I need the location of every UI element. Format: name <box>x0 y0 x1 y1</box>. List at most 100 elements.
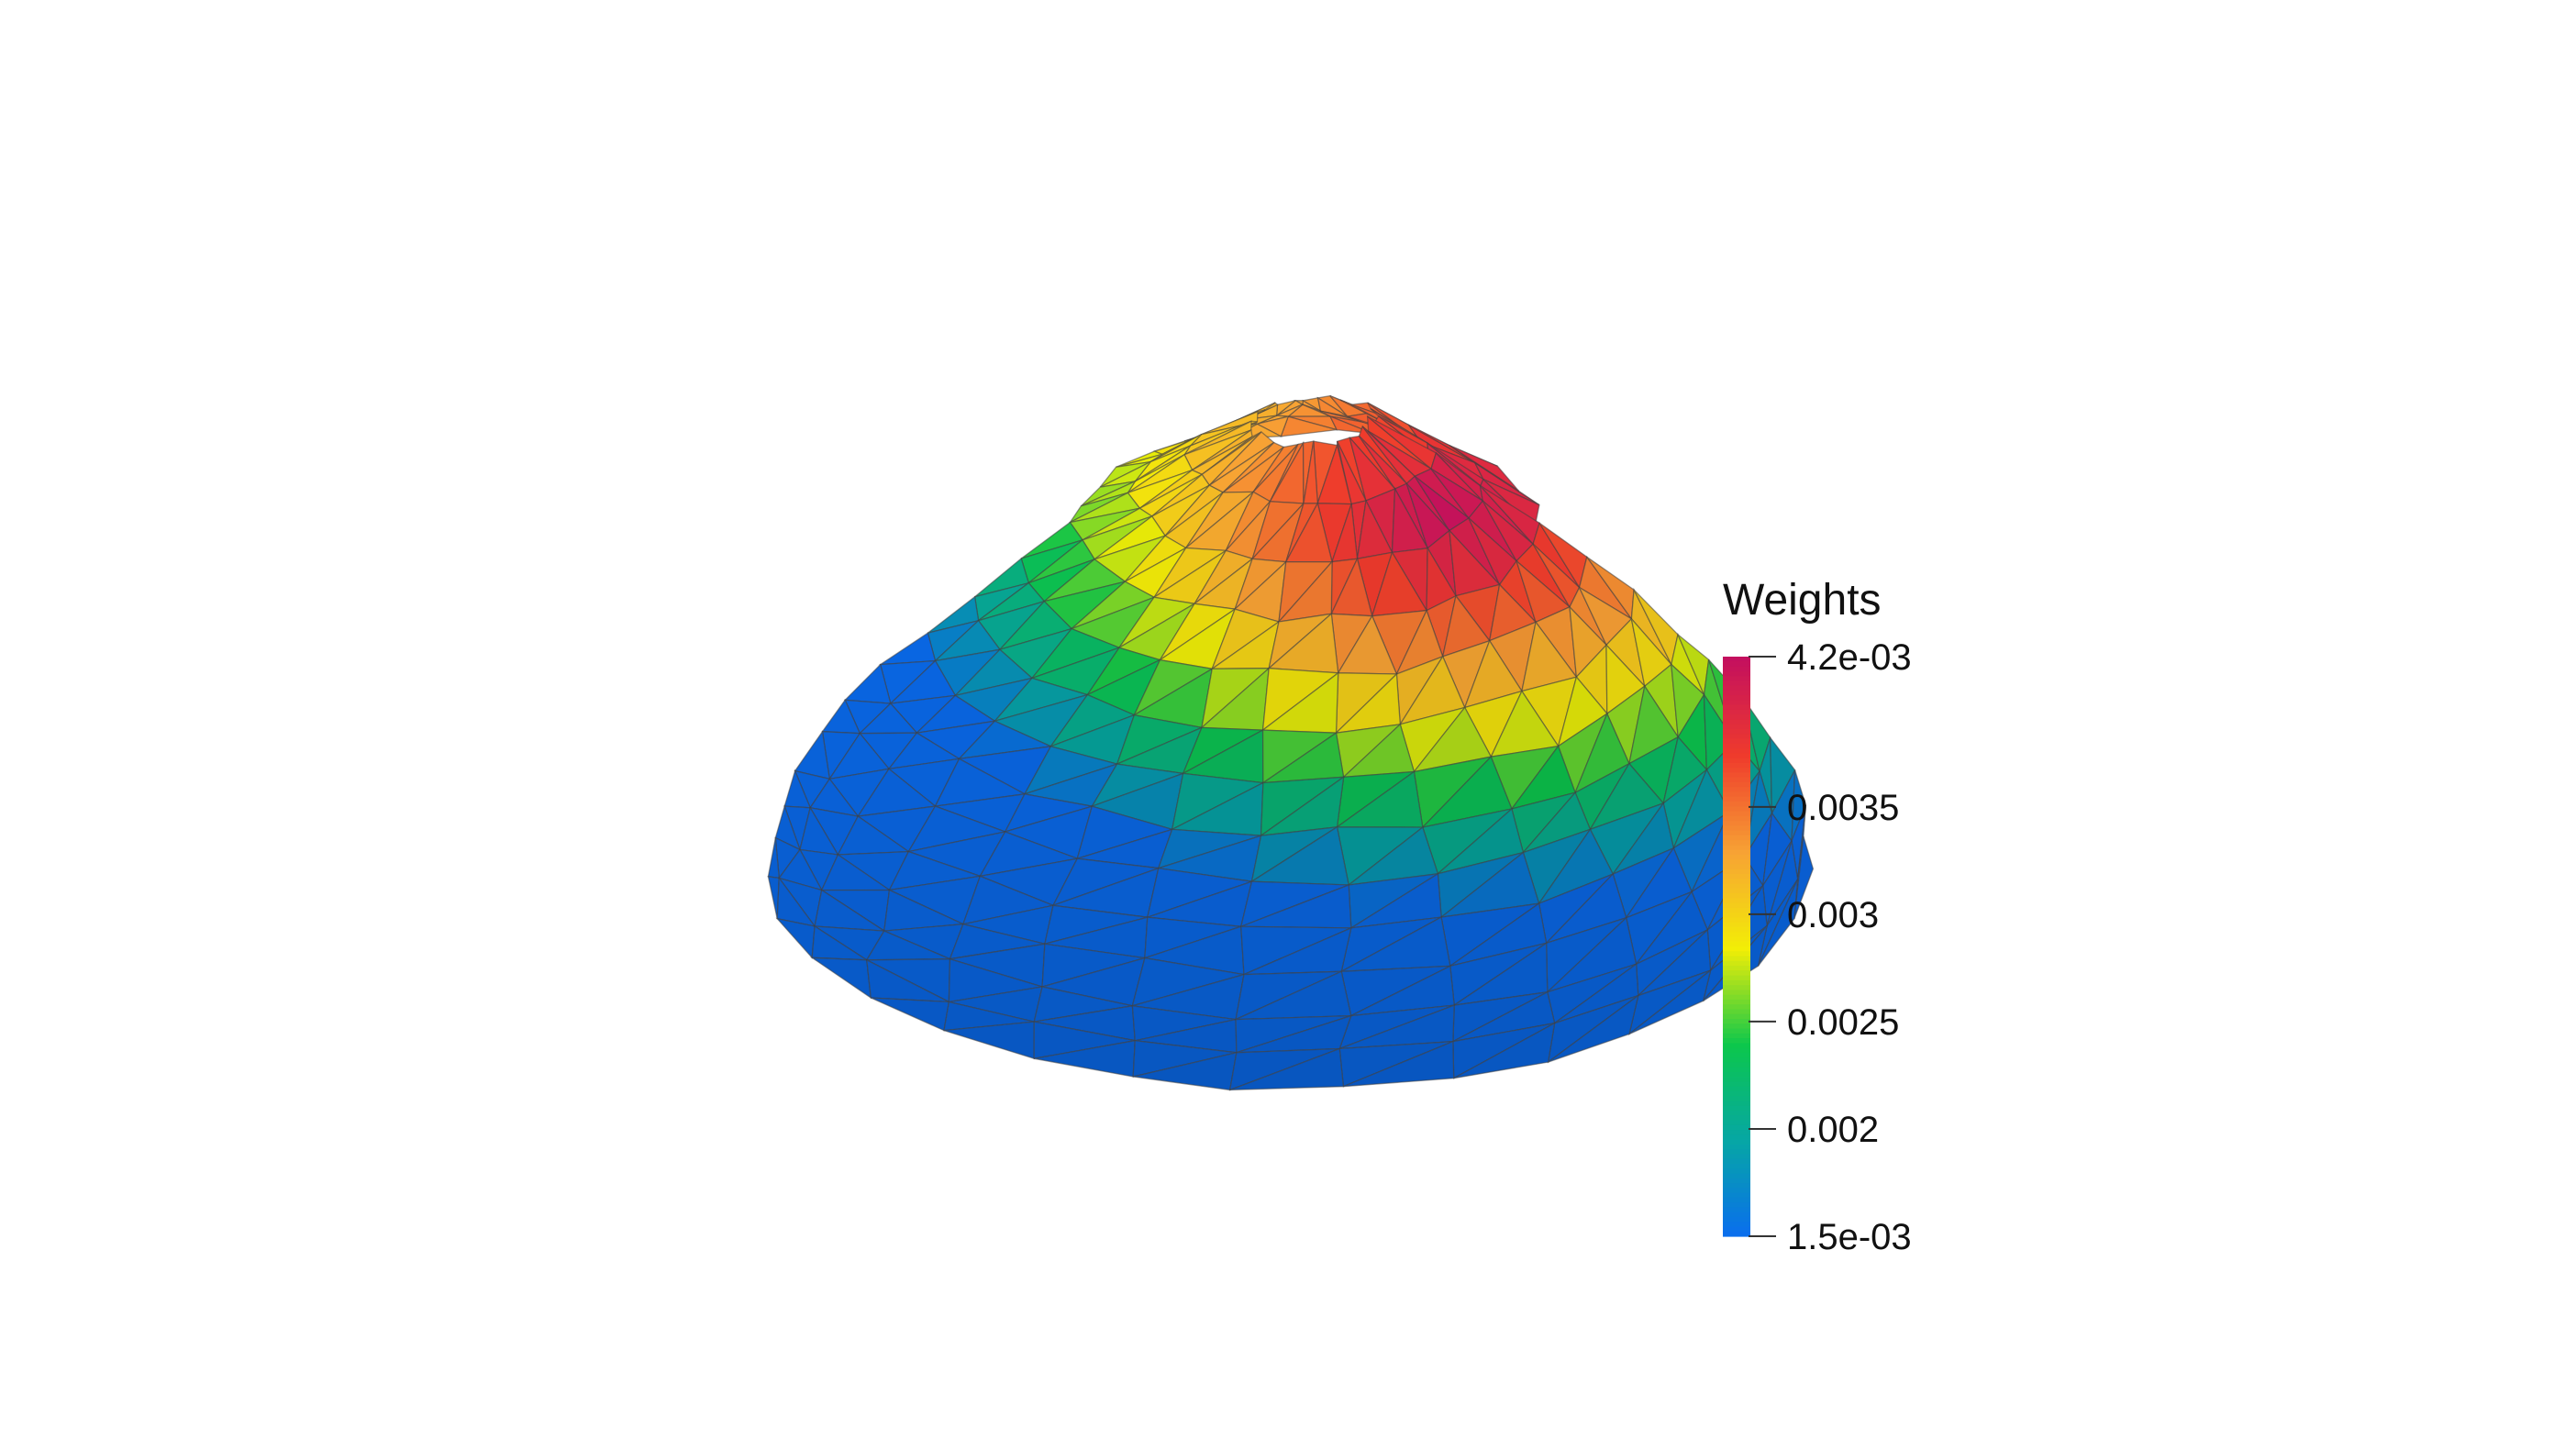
colorbar-band <box>1723 985 1750 990</box>
colorbar-tick-label: 4.2e-03 <box>1787 637 1912 678</box>
colorbar-band <box>1723 845 1750 851</box>
colorbar-band <box>1723 835 1750 841</box>
colorbar-band <box>1723 854 1750 860</box>
colorbar-band <box>1723 1154 1750 1160</box>
colorbar: Weights 4.2e-03 0.0035 0.003 0.0025 0.002 1.5… <box>1723 576 1912 1257</box>
colorbar-ticks: 4.2e-03 0.0035 0.003 0.0025 0.002 1.5e-03 <box>1749 637 1912 1257</box>
colorbar-band <box>1723 1062 1750 1068</box>
colorbar-band <box>1723 787 1750 793</box>
colorbar-band <box>1723 990 1750 996</box>
colorbar-band <box>1723 868 1750 875</box>
colorbar-band <box>1723 821 1750 826</box>
colorbar-band <box>1723 1096 1750 1102</box>
colorbar-band <box>1723 1197 1750 1203</box>
colorbar-band <box>1723 768 1750 773</box>
mesh-face <box>1229 1047 1345 1091</box>
colorbar-band <box>1723 825 1750 832</box>
colorbar-band <box>1723 1105 1750 1112</box>
mesh-face <box>1474 462 1540 506</box>
colorbar-band <box>1723 1192 1750 1199</box>
colorbar-band <box>1723 680 1750 687</box>
colorbar-band <box>1723 859 1750 866</box>
colorbar-tick-label: 0.002 <box>1787 1110 1879 1150</box>
colorbar-tick-label: 0.0025 <box>1787 1002 1899 1043</box>
colorbar-band <box>1723 748 1750 754</box>
colorbar-band <box>1723 796 1750 802</box>
colorbar-band <box>1723 1226 1750 1233</box>
colorbar-band <box>1723 777 1750 783</box>
colorbar-band <box>1723 932 1750 938</box>
colorbar-band <box>1723 1067 1750 1073</box>
colorbar-band <box>1723 970 1750 977</box>
colorbar-band <box>1723 657 1750 662</box>
colorbar-tick-label: 0.0035 <box>1787 788 1899 828</box>
colorbar-band <box>1723 704 1750 711</box>
colorbar-band <box>1723 1052 1750 1058</box>
colorbar-band <box>1723 913 1750 918</box>
colorbar-band <box>1723 1158 1750 1165</box>
colorbar-band <box>1723 902 1750 909</box>
colorbar-band <box>1723 922 1750 928</box>
colorbar-band <box>1723 1086 1750 1092</box>
colorbar-band <box>1723 960 1750 967</box>
colorbar-band <box>1723 1047 1750 1054</box>
colorbar-band <box>1723 1173 1750 1179</box>
colorbar-band <box>1723 758 1750 764</box>
colorbar-band <box>1723 849 1750 856</box>
colorbar-band <box>1723 1178 1750 1184</box>
colorbar-band <box>1723 772 1750 779</box>
colorbar-band <box>1723 1043 1750 1049</box>
colorbar-band <box>1723 781 1750 788</box>
colorbar-band <box>1723 1188 1750 1194</box>
colorbar-band <box>1723 840 1750 846</box>
mesh-face <box>1628 968 1712 1035</box>
colorbar-band <box>1723 743 1750 749</box>
colorbar-band <box>1723 1115 1750 1122</box>
colorbar-band <box>1723 729 1750 735</box>
colorbar-band <box>1723 1019 1750 1024</box>
colorbar-band <box>1723 941 1750 947</box>
colorbar-band <box>1723 806 1750 813</box>
colorbar-band <box>1723 1028 1750 1034</box>
colorbar-band <box>1723 907 1750 913</box>
colorbar-band <box>1723 946 1750 952</box>
colorbar-band <box>1723 1168 1750 1175</box>
colorbar-band <box>1723 815 1750 822</box>
colorbar-band <box>1723 879 1750 885</box>
mesh-face <box>1343 1040 1455 1088</box>
colorbar-band <box>1723 898 1750 904</box>
colorbar-band <box>1723 1164 1750 1169</box>
colorbar-band <box>1723 936 1750 943</box>
colorbar-band <box>1723 714 1750 721</box>
weights-mesh <box>767 394 1815 1091</box>
colorbar-band <box>1723 1216 1750 1222</box>
mesh-face <box>878 632 937 666</box>
colorbar-band <box>1723 1023 1750 1030</box>
colorbar-band <box>1723 1139 1750 1145</box>
colorbar-band <box>1723 864 1750 870</box>
colorbar-band <box>1723 1004 1750 1011</box>
colorbar-band <box>1723 1207 1750 1213</box>
colorbar-band <box>1723 1222 1750 1228</box>
colorbar-band <box>1723 762 1750 769</box>
colorbar-band <box>1723 753 1750 759</box>
colorbar-band <box>1723 956 1750 962</box>
colorbar-band <box>1723 811 1750 817</box>
colorbar-band <box>1723 1091 1750 1097</box>
colorbar-band <box>1723 966 1750 971</box>
colorbar-title: Weights <box>1723 576 1882 625</box>
colorbar-band <box>1723 1081 1750 1088</box>
colorbar-band <box>1723 1202 1750 1208</box>
colorbar-band <box>1723 738 1750 745</box>
colorbar-band <box>1723 700 1750 706</box>
colorbar-band <box>1723 883 1750 890</box>
colorbar-band <box>1723 661 1750 668</box>
colorbar-band <box>1723 1009 1750 1015</box>
colorbar-band <box>1723 975 1750 981</box>
colorbar-band <box>1723 690 1750 696</box>
colorbar-band <box>1723 994 1750 1001</box>
colorbar-band <box>1723 830 1750 836</box>
colorbar-band <box>1723 1130 1750 1135</box>
